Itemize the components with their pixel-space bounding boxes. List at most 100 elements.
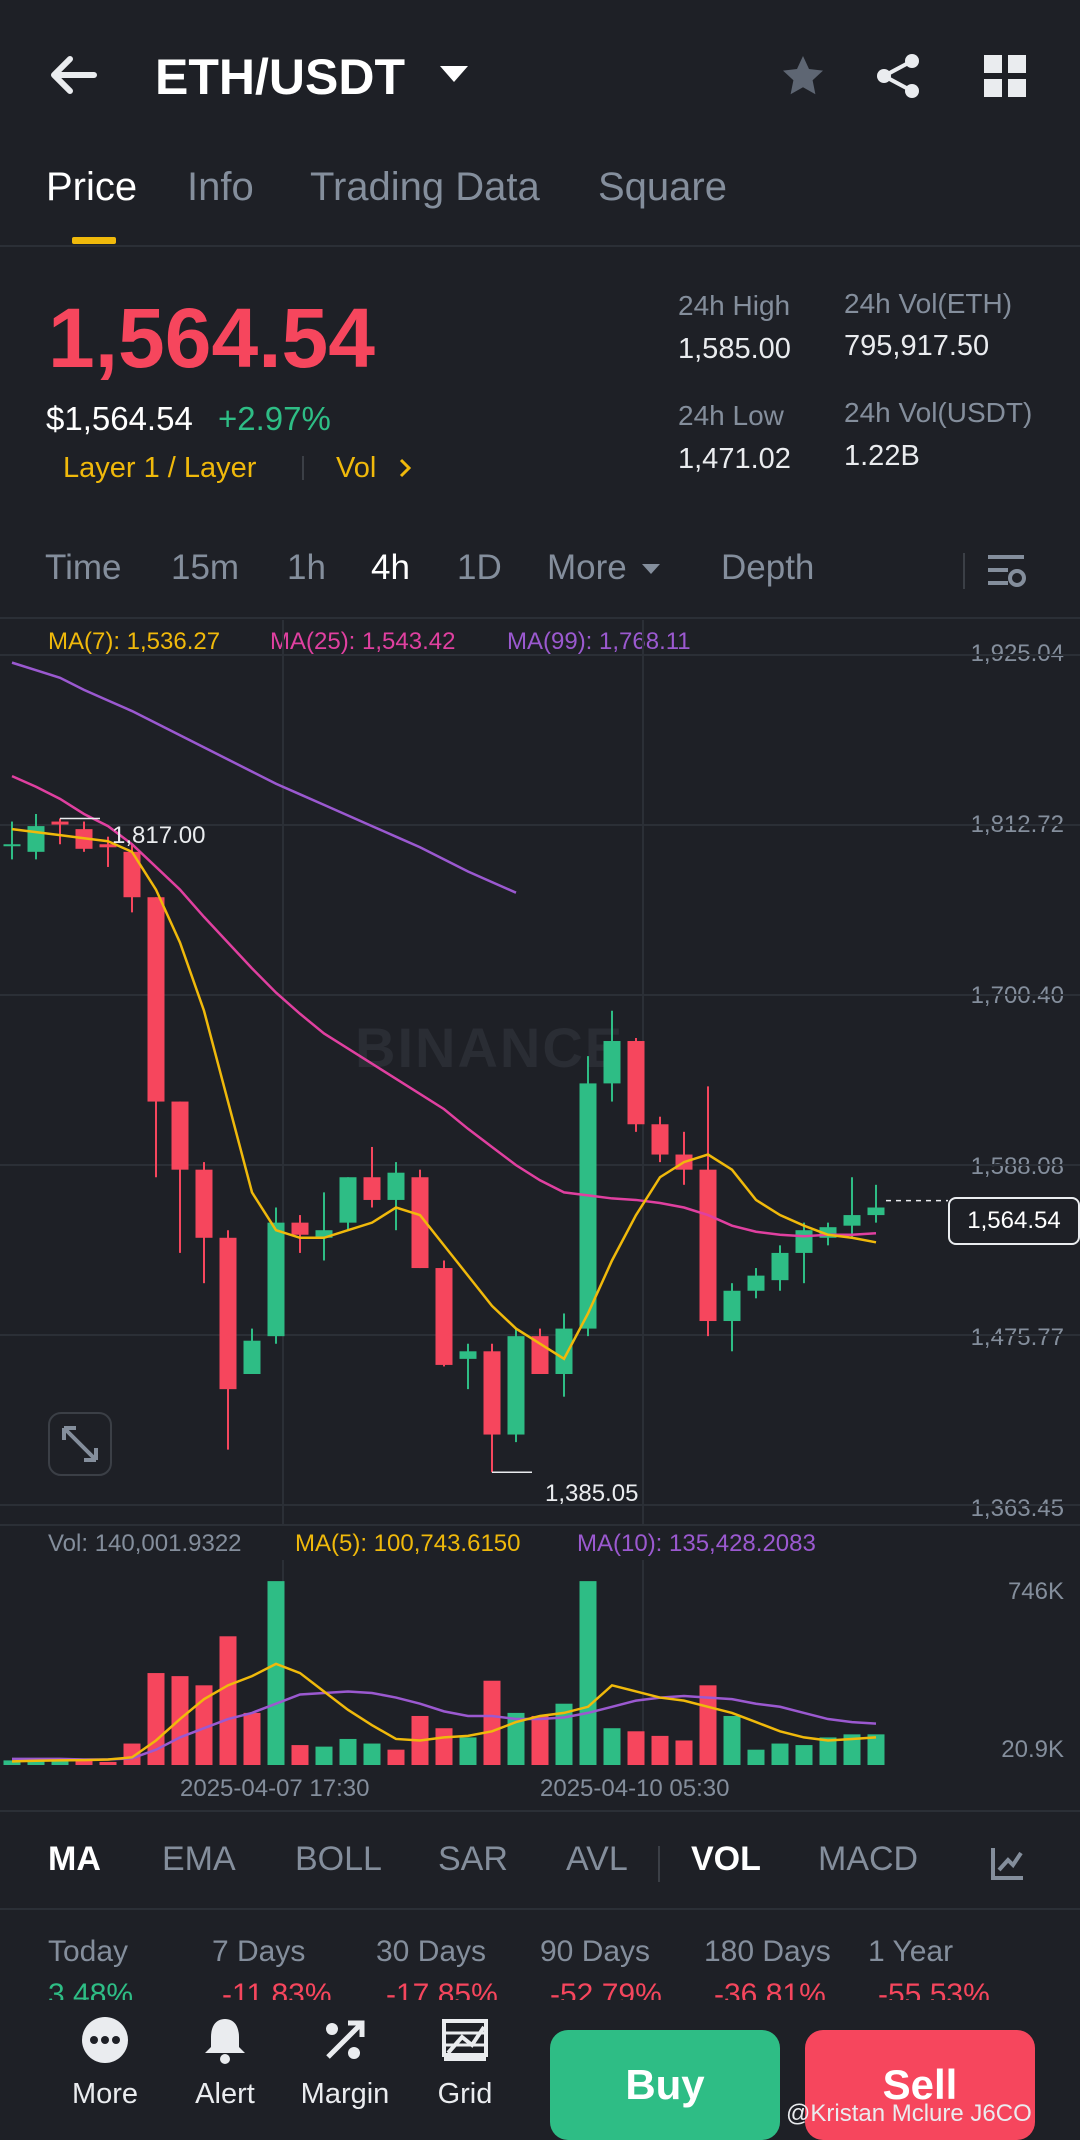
- period-label: Today: [48, 1935, 129, 1968]
- volume-bar: [363, 1743, 381, 1765]
- candle-body: [123, 851, 141, 898]
- sell-button[interactable]: Sell: [805, 2030, 1035, 2140]
- timeframe-4h[interactable]: 4h: [371, 548, 410, 587]
- vol-ma10-line: [12, 1690, 877, 1761]
- top-bar: ETH/USDT: [0, 0, 1080, 155]
- candle-body: [747, 1275, 765, 1291]
- ma7-legend: MA(7): 1,536.27: [48, 628, 221, 655]
- tab-trading-data[interactable]: Trading Data: [310, 165, 540, 209]
- volume-bar: [651, 1735, 669, 1765]
- share-icon[interactable]: [874, 52, 922, 100]
- vol-eth-label: 24h Vol(ETH): [844, 288, 1013, 319]
- chevron-right-icon: [399, 458, 412, 478]
- buy-button[interactable]: Buy: [550, 2030, 780, 2140]
- candle-body: [99, 844, 117, 848]
- candle-body: [267, 1222, 285, 1337]
- volume-bar: [195, 1685, 213, 1765]
- low-value: 1,471.02: [678, 443, 791, 475]
- volume-bar: [603, 1728, 621, 1765]
- last-price: 1,564.54: [48, 291, 375, 385]
- nav-margin[interactable]: Margin: [285, 2015, 405, 2111]
- price-axis-label: 1,363.45: [970, 1495, 1064, 1522]
- dropdown-caret-icon[interactable]: [440, 66, 468, 82]
- period-values-row: 3.48% -11.83% -17.85% -52.79% -36.81% -5…: [0, 1978, 1080, 2000]
- volume-bar: [723, 1715, 741, 1765]
- category-tag[interactable]: Layer 1 / Layer: [63, 452, 257, 484]
- candle-body: [627, 1041, 645, 1125]
- timeframe-depth[interactable]: Depth: [721, 548, 815, 587]
- candle-body: [795, 1230, 813, 1253]
- nav-more[interactable]: More: [45, 2015, 165, 2111]
- candle-body: [699, 1169, 717, 1322]
- volume-bar: [243, 1712, 261, 1765]
- ma25-legend: MA(25): 1,543.42: [270, 628, 456, 655]
- candle-body: [3, 844, 21, 847]
- star-icon[interactable]: [778, 52, 828, 100]
- volume-bar: [627, 1731, 645, 1765]
- indicator-settings-icon[interactable]: [990, 1845, 1026, 1881]
- candle-body: [219, 1237, 237, 1390]
- pair-title[interactable]: ETH/USDT: [155, 49, 405, 105]
- period-value: -36.81%: [714, 1978, 826, 2000]
- vol-tag[interactable]: Vol: [336, 452, 377, 484]
- volume-axis-label: 20.9K: [1001, 1736, 1064, 1763]
- tab-info[interactable]: Info: [187, 165, 254, 209]
- volume-bar: [3, 1760, 21, 1765]
- timeframe-divider: [963, 553, 965, 589]
- candle-body: [147, 897, 165, 1102]
- timeframe-1h[interactable]: 1h: [287, 548, 326, 587]
- volume-bar: [459, 1737, 477, 1765]
- nav-label: More: [71, 2078, 139, 2110]
- vol-ma5-legend: MA(5): 100,743.6150: [295, 1530, 521, 1557]
- credit-watermark: @Kristan Mclure J6CO: [786, 2100, 1032, 2127]
- back-arrow-icon[interactable]: [48, 55, 98, 95]
- nav-alert[interactable]: Alert: [165, 2015, 285, 2111]
- indicator-vol[interactable]: VOL: [691, 1840, 761, 1878]
- candle-body: [291, 1222, 309, 1235]
- expand-icon[interactable]: [48, 1412, 112, 1476]
- more-caret-icon: [642, 564, 660, 574]
- more-icon: [82, 2017, 128, 2063]
- high-label: 24h High: [678, 290, 791, 321]
- volume-bar: [387, 1749, 405, 1765]
- candle-body: [867, 1207, 885, 1216]
- timeframe-time[interactable]: Time: [45, 548, 122, 587]
- candle-body: [555, 1328, 573, 1375]
- volume-bar: [51, 1760, 69, 1765]
- price-chart[interactable]: [0, 620, 1080, 1525]
- period-value: -17.85%: [386, 1978, 498, 2000]
- vol-ma5-line: [11, 1662, 877, 1763]
- vol-ma10-legend: MA(10): 135,428.2083: [577, 1530, 816, 1557]
- timeframe-1d[interactable]: 1D: [457, 548, 502, 587]
- candle-body: [579, 1083, 597, 1329]
- indicator-avl[interactable]: AVL: [566, 1840, 628, 1878]
- tab-price[interactable]: Price: [46, 165, 138, 209]
- candle-body: [483, 1351, 501, 1435]
- chart-settings-icon[interactable]: [986, 552, 1028, 590]
- low-label: 24h Low: [678, 400, 784, 431]
- volume-bar: [435, 1728, 453, 1765]
- high-marker: 1,817.00: [112, 822, 206, 849]
- volume-divider: [0, 1524, 1080, 1526]
- indicator-ema[interactable]: EMA: [162, 1840, 236, 1878]
- indicator-ma[interactable]: MA: [48, 1840, 101, 1878]
- timeframe-15m[interactable]: 15m: [171, 548, 240, 587]
- tab-square[interactable]: Square: [598, 165, 727, 209]
- volume-bar: [675, 1740, 693, 1765]
- grid-icon: [442, 2019, 488, 2061]
- indicator-boll[interactable]: BOLL: [295, 1840, 382, 1878]
- volume-bar: [843, 1734, 861, 1765]
- grid-menu-icon[interactable]: [984, 55, 1026, 97]
- volume-bar: [267, 1581, 285, 1765]
- nav-grid[interactable]: Grid: [405, 2015, 525, 2111]
- candle-body: [27, 826, 45, 852]
- volume-chart[interactable]: [0, 1560, 1080, 1765]
- indicator-macd[interactable]: MACD: [818, 1840, 919, 1878]
- high-value: 1,585.00: [678, 333, 791, 365]
- candle-body: [411, 1177, 429, 1269]
- watermark: BINANCE: [355, 1016, 625, 1079]
- timeframe-more[interactable]: More: [547, 548, 627, 587]
- volume-bar: [291, 1745, 309, 1765]
- volume-axis-label: 746K: [1007, 1578, 1064, 1605]
- indicator-sar[interactable]: SAR: [438, 1840, 508, 1878]
